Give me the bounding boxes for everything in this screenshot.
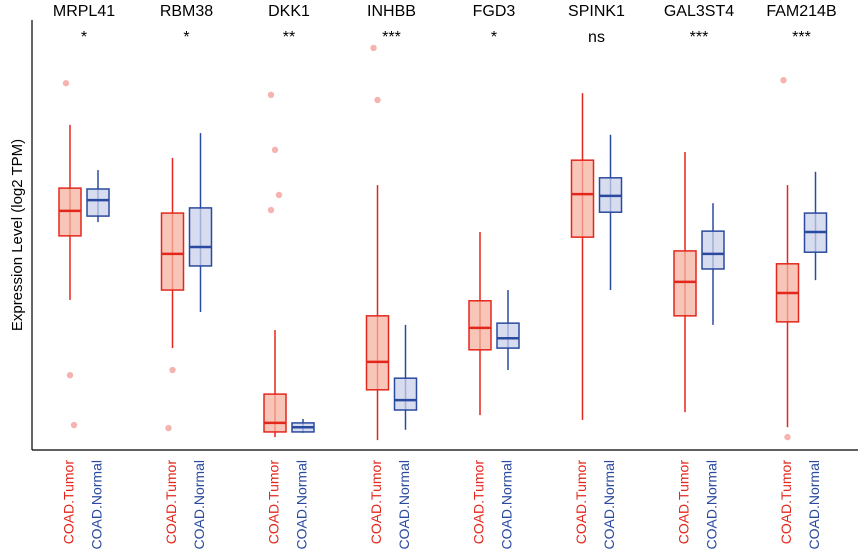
significance-label: ***: [792, 29, 811, 46]
box: [701, 230, 725, 270]
outlier: [70, 421, 78, 429]
significance-label: *: [183, 29, 189, 46]
x-tick-label: COAD.Normal: [89, 460, 105, 549]
x-tick-label: COAD.Normal: [806, 460, 822, 549]
x-tick-label: COAD.Tumor: [368, 460, 384, 545]
outlier: [374, 96, 381, 104]
significance-label: ***: [690, 29, 709, 46]
gene-label: SPINK1: [568, 3, 625, 20]
box: [393, 377, 418, 411]
x-tick-label: COAD.Tumor: [61, 460, 77, 545]
box: [365, 315, 390, 391]
box: [188, 207, 213, 267]
box: [468, 300, 492, 351]
gene-label: MRPL41: [53, 3, 115, 20]
gene-label: GAL3ST4: [664, 3, 734, 20]
outlier: [267, 91, 275, 99]
box: [86, 188, 110, 217]
gene-label: RBM38: [160, 3, 213, 20]
outlier: [267, 206, 275, 214]
gene-label: FGD3: [473, 3, 516, 20]
outlier: [784, 433, 791, 441]
box: [496, 322, 520, 349]
x-tick-label: COAD.Normal: [704, 460, 720, 549]
outlier: [62, 80, 70, 87]
x-tick-label: COAD.Tumor: [778, 460, 794, 545]
x-tick-label: COAD.Tumor: [676, 460, 692, 545]
outlier: [275, 191, 283, 199]
box: [570, 159, 595, 238]
gene-label: DKK1: [268, 3, 310, 20]
significance-label: *: [491, 29, 497, 46]
x-tick-label: COAD.Tumor: [163, 460, 179, 545]
significance-label: **: [283, 29, 295, 46]
outlier: [169, 366, 176, 374]
outlier: [165, 424, 172, 432]
x-tick-label: COAD.Tumor: [573, 460, 589, 545]
x-tick-label: COAD.Normal: [396, 460, 412, 549]
significance-label: ***: [382, 29, 401, 46]
outlier: [780, 77, 787, 84]
outlier: [370, 44, 377, 52]
x-tick-label: COAD.Normal: [191, 460, 207, 549]
box: [263, 393, 287, 433]
gene-label: INHBB: [367, 3, 416, 20]
box: [160, 212, 185, 291]
x-tick-label: COAD.Normal: [294, 460, 310, 549]
box: [673, 250, 697, 317]
x-tick-label: COAD.Tumor: [471, 460, 487, 545]
outlier: [66, 371, 74, 379]
x-tick-label: COAD.Tumor: [266, 460, 282, 545]
x-tick-label: COAD.Normal: [499, 460, 515, 549]
y-axis-label: Expression Level (log2 TPM): [9, 139, 26, 331]
x-tick-label: COAD.Normal: [601, 460, 617, 549]
outlier: [271, 146, 279, 154]
significance-label: ns: [588, 29, 605, 46]
significance-label: *: [81, 29, 87, 46]
gene-label: FAM214B: [766, 3, 836, 20]
